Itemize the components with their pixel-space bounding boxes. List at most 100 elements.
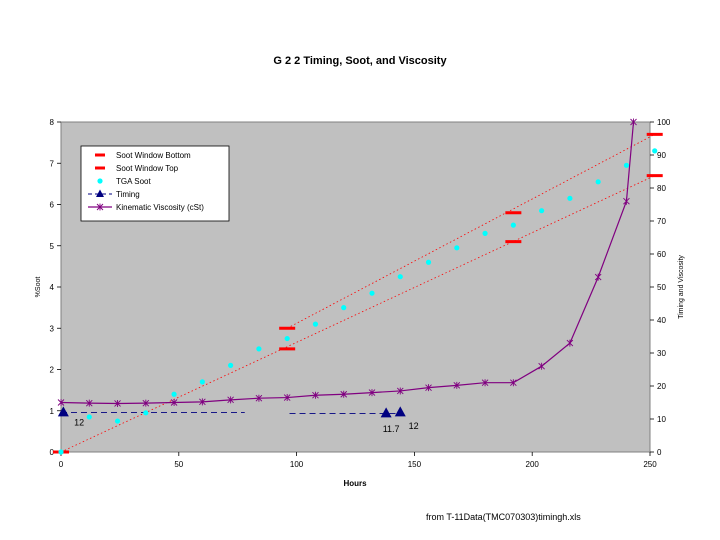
- y-axis-right: 0 10 20 30 40 50 60 70 80 90 100: [650, 118, 671, 457]
- tga-soot-point: [652, 148, 658, 154]
- tga-soot-point: [199, 379, 205, 385]
- legend-box: [80, 145, 230, 222]
- tga-soot-point: [114, 418, 121, 424]
- timing-value-label: 12: [409, 421, 419, 431]
- viscosity-point: [227, 396, 234, 404]
- viscosity-point: [283, 394, 291, 402]
- tga-soot-point: [510, 222, 516, 228]
- legend-swatch: [96, 189, 104, 197]
- y-axis-label: %Soot: [35, 277, 42, 298]
- tga-soot-point: [482, 230, 488, 236]
- tga-soot-point: [86, 414, 92, 420]
- x-axis: 0 50 100 150 200 250: [59, 452, 657, 469]
- y2-tick-label: 10: [657, 415, 666, 424]
- y2-tick-label: 40: [657, 316, 666, 325]
- annotations: 12 11.7 12: [74, 418, 419, 435]
- viscosity-point: [170, 399, 178, 406]
- tga-soot-point: [425, 259, 432, 265]
- viscosity-line: [60, 121, 635, 405]
- viscosity-point: [630, 118, 637, 126]
- x-tick-label: 0: [59, 460, 64, 469]
- viscosity-point: [85, 399, 93, 407]
- chart-title: G 2 2 Timing, Soot, and Viscosity: [273, 55, 447, 67]
- y-tick-label: 5: [50, 242, 55, 251]
- legend-label: Timing: [116, 190, 140, 199]
- viscosity-point: [396, 387, 404, 395]
- x-tick-label: 250: [643, 460, 657, 469]
- timing-point: [394, 406, 406, 417]
- tga-soot-point: [539, 208, 545, 214]
- legend-label: TGA Soot: [116, 177, 151, 186]
- viscosity-point: [57, 399, 65, 406]
- legend-swatch: [97, 178, 103, 184]
- viscosity-point: [453, 381, 461, 389]
- timing-value-label: 11.7: [383, 424, 400, 434]
- y-tick-label: 6: [50, 201, 55, 210]
- viscosity-point: [481, 379, 489, 387]
- tga-soot-point: [312, 321, 319, 327]
- viscosity-point: [594, 273, 602, 281]
- y-tick-label: 4: [50, 283, 55, 292]
- tga-soot-point: [143, 410, 149, 416]
- legend-label: Soot Window Bottom: [116, 151, 191, 160]
- viscosity-point: [312, 391, 319, 399]
- viscosity-point: [566, 339, 574, 347]
- tga-soot-point: [341, 305, 347, 311]
- viscosity-point: [340, 390, 348, 398]
- tga-soot-point: [454, 245, 460, 251]
- tga-soot-point: [595, 179, 601, 185]
- source-note: from T-11Data(TMC070303)timingh.xls: [426, 512, 581, 522]
- viscosity-point: [510, 379, 517, 387]
- y-tick-label: 3: [50, 324, 55, 333]
- viscosity-point: [623, 197, 630, 205]
- tga-soot-point: [397, 274, 403, 280]
- trend-line: [286, 134, 655, 329]
- y2-tick-label: 20: [657, 382, 666, 391]
- y-axis-left: 0 1 2 3 4 5 6 7 8: [50, 118, 61, 457]
- tga-soot-point: [284, 335, 290, 342]
- y2-tick-label: 90: [657, 151, 666, 160]
- tga-soot-point: [228, 362, 234, 368]
- x-tick-label: 200: [526, 460, 540, 469]
- y2-tick-label: 100: [657, 118, 671, 127]
- y2-tick-label: 30: [657, 349, 666, 358]
- tga-soot-point: [623, 162, 630, 168]
- tga-soot-point: [369, 290, 375, 296]
- tga-soot-point: [171, 391, 177, 397]
- legend-label: Kinematic Viscosity (cSt): [116, 203, 204, 212]
- trend-line: [60, 175, 655, 453]
- x-axis-label: Hours: [343, 479, 367, 488]
- y2-axis-label: Timing and Viscosity: [678, 255, 685, 319]
- x-tick-label: 100: [290, 460, 304, 469]
- y-tick-label: 2: [50, 366, 55, 375]
- x-tick-label: 150: [408, 460, 422, 469]
- viscosity-point: [199, 398, 206, 406]
- y2-tick-label: 0: [657, 448, 662, 457]
- y-tick-label: 1: [50, 407, 55, 416]
- tga-soot-point: [256, 346, 262, 352]
- y-tick-label: 8: [50, 118, 55, 127]
- y-tick-label: 7: [50, 159, 55, 168]
- viscosity-point: [114, 399, 121, 407]
- legend: Soot Window Bottom Soot Window Top TGA Soo…: [80, 145, 230, 222]
- timing-point: [57, 406, 69, 417]
- viscosity-point: [255, 394, 263, 402]
- y2-tick-label: 60: [657, 250, 666, 259]
- viscosity-point: [538, 362, 545, 370]
- series-layer: [53, 118, 663, 455]
- y2-tick-label: 70: [657, 217, 666, 226]
- y2-tick-label: 50: [657, 283, 666, 292]
- viscosity-point: [368, 389, 376, 397]
- trend-lines: [60, 134, 655, 453]
- y-tick-label: 0: [50, 448, 55, 457]
- tga-soot-point: [58, 449, 64, 455]
- viscosity-point: [425, 384, 432, 392]
- x-tick-label: 50: [174, 460, 183, 469]
- timing-value-label: 12: [74, 418, 84, 428]
- timing-point: [380, 407, 392, 418]
- y2-tick-label: 80: [657, 184, 666, 193]
- tga-soot-point: [567, 195, 573, 201]
- legend-swatch: [96, 203, 104, 211]
- viscosity-point: [142, 399, 150, 407]
